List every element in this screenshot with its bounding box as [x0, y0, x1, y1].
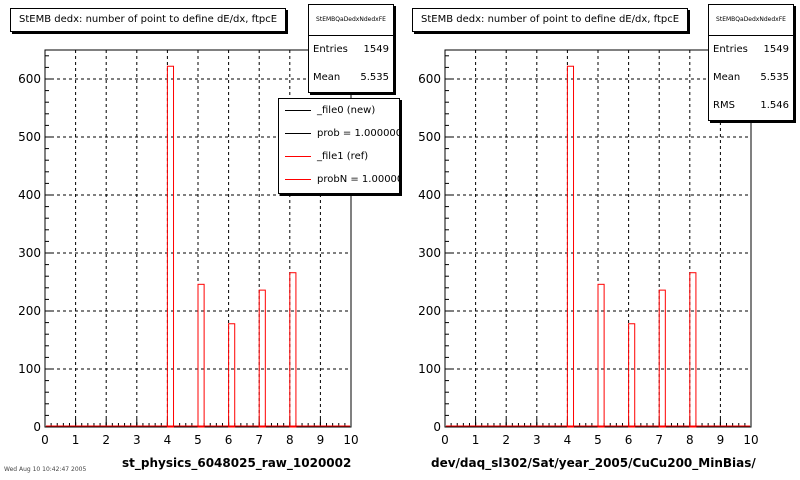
y-tick-label: 600: [18, 72, 41, 86]
x-tick-label: 4: [564, 433, 572, 447]
x-tick-label: 9: [717, 433, 725, 447]
legend-swatch: [285, 179, 311, 180]
y-tick-label: 0: [33, 420, 41, 434]
x-tick-label: 5: [594, 433, 602, 447]
stats-row-mean: Mean 5.535: [309, 64, 393, 92]
stats-label: Mean: [713, 72, 741, 83]
legend-label: _file0 (new): [317, 105, 376, 116]
y-tick-label: 500: [18, 130, 41, 144]
histogram-title: StEMB dedx: number of point to define dE…: [412, 8, 689, 32]
legend-label: probN = 1.000000: [317, 174, 399, 185]
stats-row-entries: Entries 1549: [709, 36, 793, 64]
x-tick-label: 0: [41, 433, 49, 447]
histogram-bar: [289, 272, 297, 428]
histogram-bar: [689, 272, 697, 428]
legend-label: _file1 (ref): [317, 151, 369, 162]
legend-entry-probn: probN = 1.000000: [279, 168, 399, 191]
histogram-bar: [197, 283, 205, 428]
y-tick-label: 400: [418, 188, 441, 202]
stats-label: Entries: [313, 44, 348, 55]
y-tick-label: 100: [18, 362, 41, 376]
stats-value: 1549: [363, 44, 389, 55]
legend-entry-ref: _file1 (ref): [279, 145, 399, 168]
x-tick-label: 2: [502, 433, 510, 447]
stats-row-entries: Entries 1549: [309, 36, 393, 64]
x-tick-label: 3: [133, 433, 141, 447]
x-tick-label: 3: [533, 433, 541, 447]
stats-row-rms: RMS 1.546: [709, 92, 793, 120]
x-tick-label: 0: [441, 433, 449, 447]
histogram-bar: [166, 65, 175, 428]
stats-value: 5.535: [360, 72, 389, 83]
x-axis-label: st_physics_6048025_raw_1020002: [122, 456, 352, 470]
y-tick-label: 400: [18, 188, 41, 202]
x-tick-label: 2: [102, 433, 110, 447]
stats-label: Mean: [313, 72, 341, 83]
stats-value: 1.546: [760, 100, 789, 111]
x-tick-label: 7: [655, 433, 663, 447]
legend-swatch: [285, 133, 311, 134]
stats-name: StEMBQaDedxNdedxFE: [709, 5, 793, 36]
stats-value: 5.535: [760, 72, 789, 83]
histogram-bar: [228, 323, 236, 428]
y-tick-label: 500: [418, 130, 441, 144]
x-tick-label: 7: [255, 433, 263, 447]
stats-value: 1549: [763, 44, 789, 55]
x-tick-label: 1: [72, 433, 80, 447]
x-tick-label: 1: [472, 433, 480, 447]
stats-label: Entries: [713, 44, 748, 55]
stats-row-mean: Mean 5.535: [709, 64, 793, 92]
stats-name: StEMBQaDedxNdedxFE: [309, 5, 393, 36]
x-tick-label: 6: [225, 433, 233, 447]
x-axis-label: dev/daq_sl302/Sat/year_2005/CuCu200_MinB…: [431, 456, 756, 470]
x-tick-label: 10: [343, 433, 358, 447]
legend-entry-new: _file0 (new): [279, 99, 399, 122]
timestamp-footer: Wed Aug 10 10:42:47 2005: [4, 466, 87, 473]
x-tick-label: 8: [286, 433, 294, 447]
x-tick-label: 10: [743, 433, 758, 447]
y-tick-label: 100: [418, 362, 441, 376]
histogram-bar: [258, 289, 266, 428]
legend-box: _file0 (new) prob = 1.000000 _file1 (ref…: [278, 98, 400, 194]
y-tick-label: 300: [18, 246, 41, 260]
x-tick-label: 9: [317, 433, 325, 447]
histogram-bar: [628, 323, 636, 428]
legend-swatch: [285, 110, 311, 111]
histogram-title: StEMB dedx: number of point to define dE…: [10, 8, 287, 32]
x-tick-label: 6: [625, 433, 633, 447]
histogram-bar: [597, 283, 605, 428]
stats-label: RMS: [713, 100, 735, 111]
histogram-bar: [658, 289, 666, 428]
x-tick-label: 5: [194, 433, 202, 447]
legend-entry-prob: prob = 1.000000: [279, 122, 399, 145]
histogram-panel-right: 0 1 2 3 4 5 6 7 8 9 10 0 100 200 300 400 500 600 StEMB de…: [400, 0, 800, 480]
stats-box: StEMBQaDedxNdedxFE Entries 1549 Mean 5.5…: [708, 4, 794, 121]
y-tick-label: 200: [418, 304, 441, 318]
legend-swatch: [285, 156, 311, 157]
legend-label: prob = 1.000000: [317, 128, 400, 139]
y-tick-label: 600: [418, 72, 441, 86]
y-tick-label: 200: [18, 304, 41, 318]
y-tick-label: 300: [418, 246, 441, 260]
x-tick-label: 8: [686, 433, 694, 447]
stats-box: StEMBQaDedxNdedxFE Entries 1549 Mean 5.5…: [308, 4, 394, 93]
histogram-bar: [566, 65, 575, 428]
x-tick-label: 4: [164, 433, 172, 447]
y-tick-label: 0: [433, 420, 441, 434]
histogram-panel-left: 0 1 2 3 4 5 6 7 8 9 10 0 100 200 300 400 500 600 StEMB de…: [4, 4, 400, 473]
